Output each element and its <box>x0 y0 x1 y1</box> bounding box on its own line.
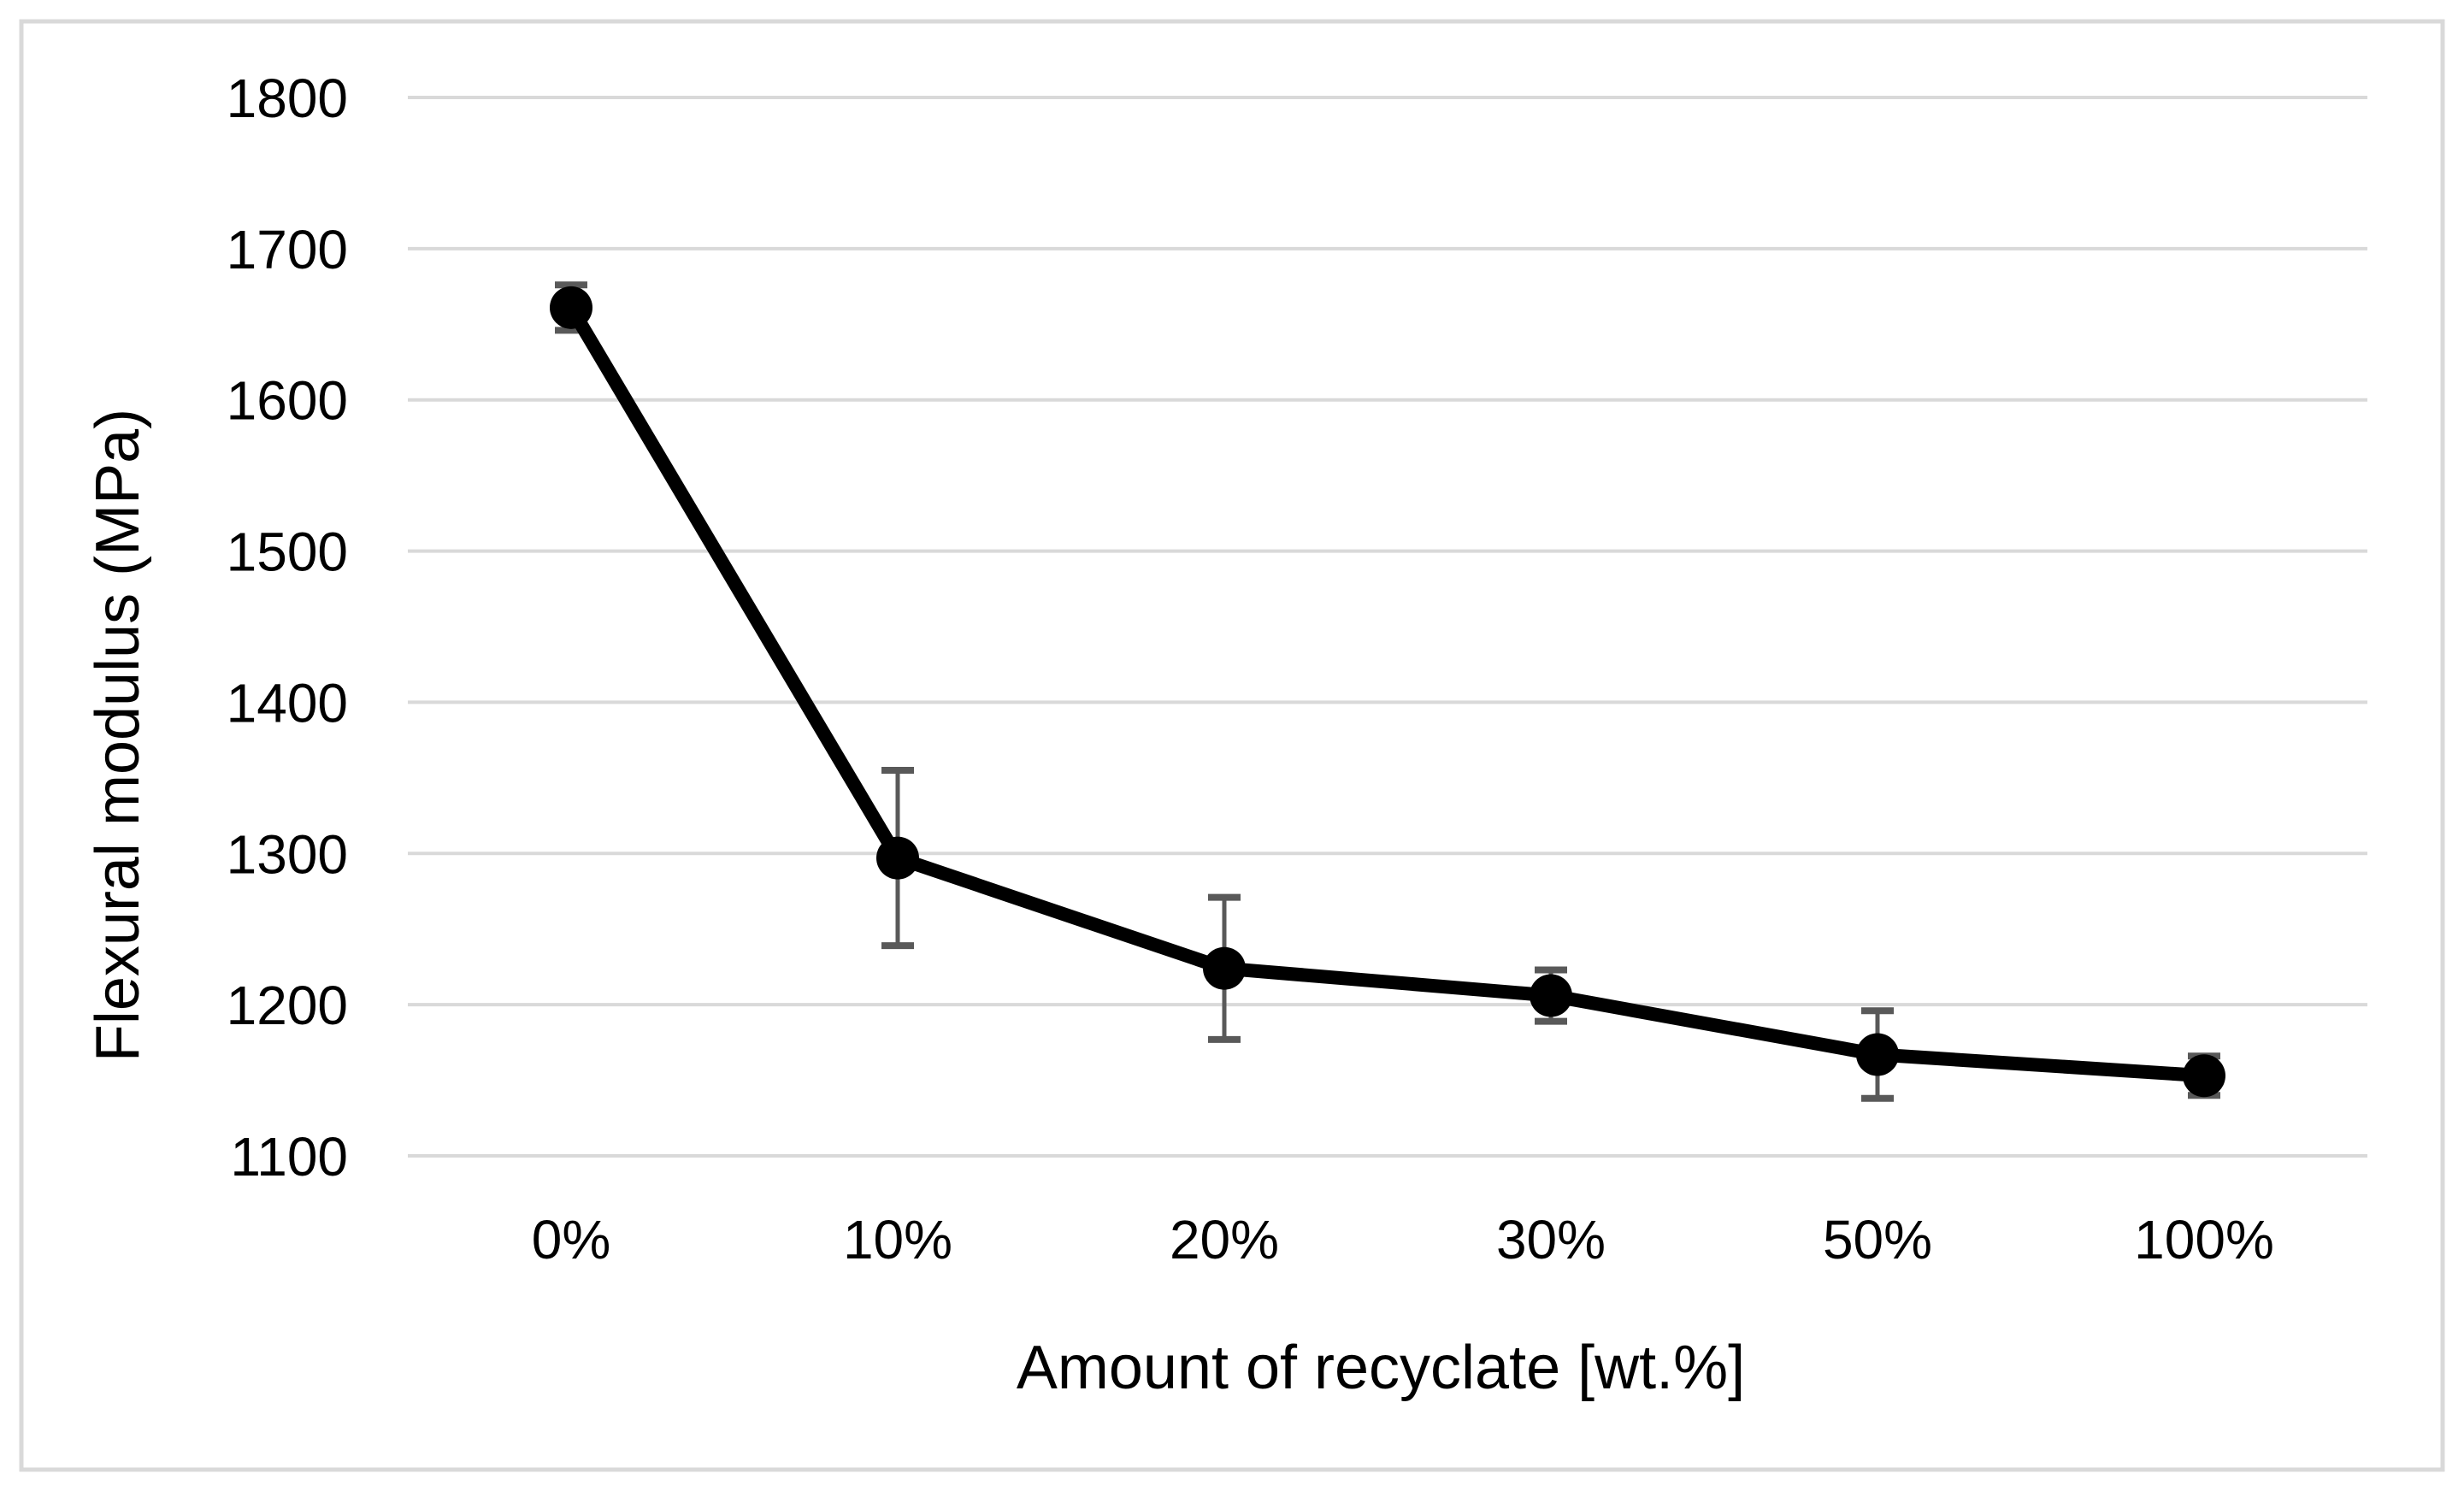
x-tick-label: 10% <box>843 1209 952 1270</box>
y-tick-label: 1600 <box>227 370 348 432</box>
y-axis-title: Flexural modulus (MPa) <box>84 408 152 1063</box>
data-point-marker <box>550 286 592 329</box>
data-point-marker <box>1203 946 1246 990</box>
x-tick-label: 0% <box>532 1209 611 1270</box>
data-point-marker <box>1856 1033 1899 1076</box>
data-point-marker <box>2183 1054 2225 1098</box>
data-point-marker <box>1530 974 1572 1017</box>
y-tick-label: 1700 <box>227 219 348 280</box>
data-point-marker <box>876 836 919 880</box>
x-tick-label: 30% <box>1496 1209 1606 1270</box>
y-tick-label: 1400 <box>227 672 348 734</box>
chart-border <box>19 19 2445 1472</box>
x-tick-label: 50% <box>1823 1209 1932 1270</box>
x-tick-label: 100% <box>2134 1209 2274 1270</box>
x-axis-title: Amount of recyclate [wt.%] <box>1016 1334 1746 1402</box>
y-tick-label: 1200 <box>227 975 348 1036</box>
y-tick-label: 1500 <box>227 522 348 583</box>
series-line <box>565 304 2205 1083</box>
y-tick-label: 1800 <box>227 68 348 129</box>
x-tick-label: 20% <box>1170 1209 1279 1270</box>
y-tick-label: 1300 <box>227 823 348 885</box>
y-tick-label: 1100 <box>230 1126 348 1187</box>
